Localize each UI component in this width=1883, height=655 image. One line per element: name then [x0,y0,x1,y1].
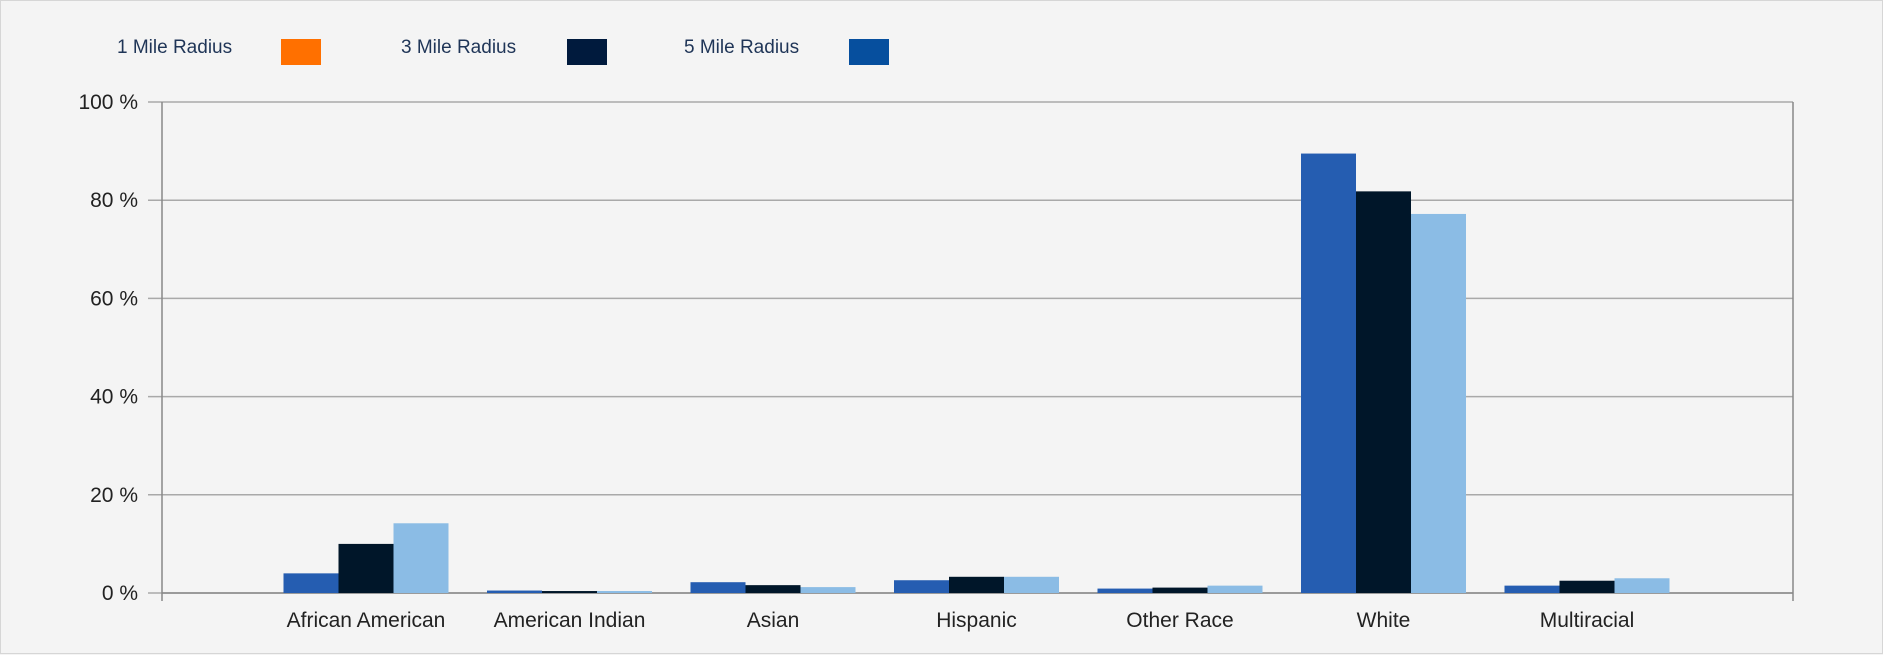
x-tick-label: American Indian [494,609,646,632]
bar [487,590,542,593]
x-tick-label: African American [287,609,446,632]
bar [1301,153,1356,593]
bar [690,582,746,593]
bar [1614,578,1670,593]
bar [393,523,449,593]
y-tick-label: 40 % [90,386,138,409]
bar [597,591,652,593]
x-tick-label: Hispanic [936,609,1017,632]
legend-swatch-3-mile [567,39,607,65]
bar [949,576,1004,593]
legend-swatch-5-mile [849,39,889,65]
bar [1004,576,1059,593]
bar [1411,213,1466,593]
x-tick-label: Other Race [1126,609,1233,632]
bar [1356,191,1411,593]
bar [542,591,597,593]
bar [1097,588,1153,593]
bar [1504,585,1560,593]
bar [1559,580,1615,593]
y-tick-label: 100 % [78,91,138,114]
bar [1152,587,1208,593]
legend-label-3-mile: 3 Mile Radius [401,37,517,58]
y-tick-label: 20 % [90,484,138,507]
bar [745,585,801,593]
bar [1207,585,1263,593]
bar [800,587,856,593]
legend-item-3-mile: 3 Mile Radius [401,37,516,59]
x-tick-label: Asian [747,609,800,632]
x-tick-label: Multiracial [1540,609,1635,632]
legend-label-5-mile: 5 Mile Radius [684,37,800,58]
y-tick-label: 80 % [90,189,138,212]
legend-item-1-mile: 1 Mile Radius [117,37,232,59]
x-tick-label: White [1357,609,1411,632]
y-tick-label: 60 % [90,287,138,310]
legend-swatch-1-mile [281,39,321,65]
legend-label-1-mile: 1 Mile Radius [117,37,233,58]
bar [894,580,949,593]
y-tick-label: 0 % [102,582,138,605]
bar [283,573,339,593]
bar [338,543,394,593]
legend-item-5-mile: 5 Mile Radius [684,37,799,59]
